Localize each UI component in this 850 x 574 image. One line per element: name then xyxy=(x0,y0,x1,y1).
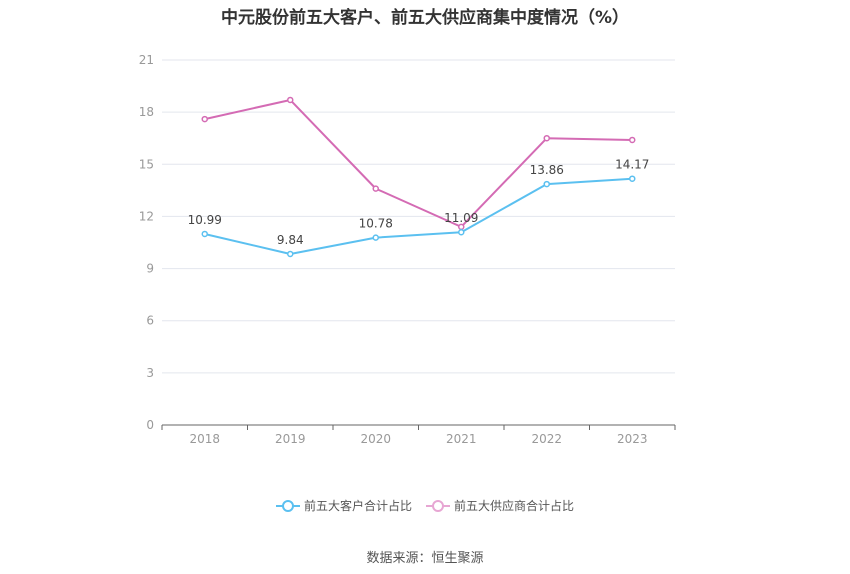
data-labels: 10.99 9.84 10.78 11.09 13.86 14.17 xyxy=(188,158,650,247)
chart-title: 中元股份前五大客户、前五大供应商集中度情况（%） xyxy=(220,8,630,28)
data-point xyxy=(629,136,636,144)
y-tick-label: 9 xyxy=(146,262,154,276)
grid-lines xyxy=(162,59,675,374)
series xyxy=(201,96,636,258)
data-point xyxy=(458,228,465,236)
series-line xyxy=(204,98,633,228)
data-label: 11.09 xyxy=(444,211,478,225)
data-point xyxy=(201,115,208,123)
y-tick-label: 0 xyxy=(146,418,154,432)
axes: 0 3 6 9 12 15 18 21 2018 2019 2020 2021 2022 2023 xyxy=(139,53,676,446)
data-point xyxy=(543,134,550,142)
legend-label-customers: 前五大客户合计占比 xyxy=(303,499,412,513)
y-tick-label: 3 xyxy=(146,366,154,380)
y-tick-label: 15 xyxy=(139,157,154,171)
data-point xyxy=(287,250,294,258)
data-point xyxy=(543,180,550,188)
legend-line-marker-icon xyxy=(426,499,450,512)
x-tick-label: 2018 xyxy=(189,432,220,446)
legend-item-suppliers[interactable]: 前五大供应商合计占比 xyxy=(426,497,574,514)
legend: 前五大客户合计占比 前五大供应商合计占比 xyxy=(0,497,850,514)
data-point xyxy=(287,96,294,104)
data-label: 10.99 xyxy=(188,213,222,227)
x-tick-label: 2021 xyxy=(446,432,477,446)
legend-item-customers[interactable]: 前五大客户合计占比 xyxy=(275,497,412,514)
y-tick-label: 12 xyxy=(139,209,154,223)
data-label: 13.86 xyxy=(530,163,564,177)
data-label: 9.84 xyxy=(277,233,304,247)
legend-line-marker-icon xyxy=(275,499,300,512)
data-label: 10.78 xyxy=(359,217,393,231)
legend-label-suppliers: 前五大供应商合计占比 xyxy=(454,499,575,513)
data-point xyxy=(629,175,636,182)
data-label: 14.17 xyxy=(615,158,649,172)
y-tick-label: 18 xyxy=(139,105,154,119)
series-line xyxy=(204,177,633,255)
x-tick-label: 2020 xyxy=(360,432,391,446)
y-tick-label: 21 xyxy=(139,53,154,67)
x-tick-label: 2022 xyxy=(531,432,562,446)
data-point xyxy=(372,185,379,192)
x-tick-label: 2019 xyxy=(275,432,306,446)
y-tick-label: 6 xyxy=(146,314,154,328)
data-source: 数据来源：恒生聚源 xyxy=(366,551,484,566)
x-tick-label: 2023 xyxy=(617,432,648,446)
data-point xyxy=(201,230,208,238)
data-point xyxy=(372,234,379,241)
